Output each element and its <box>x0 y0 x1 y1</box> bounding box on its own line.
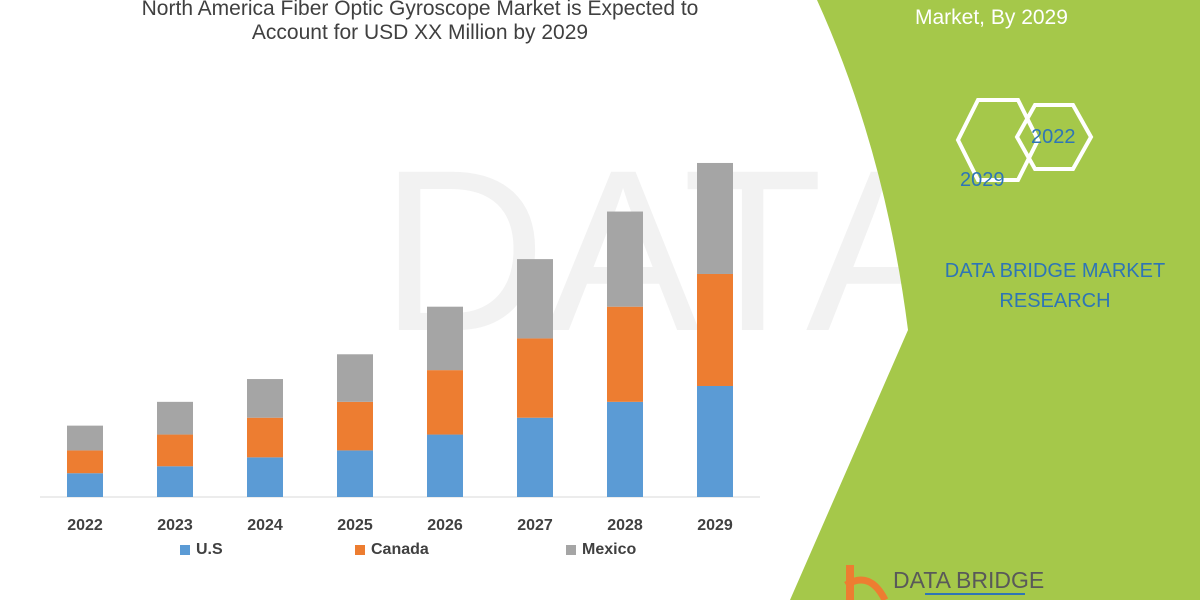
legend-item-canada: Canada <box>355 541 429 559</box>
hex-2022-label: 2022 <box>1031 126 1076 148</box>
logo-text: DATA BRIDGE <box>893 567 1045 593</box>
bar-canada-2029 <box>697 273 733 386</box>
bar-mexico-2026 <box>427 306 463 371</box>
bar-us-2022 <box>67 473 103 497</box>
bar-us-2027 <box>517 417 553 497</box>
green-side-panel <box>790 0 1200 600</box>
bar-canada-2024 <box>247 417 283 458</box>
bar-mexico-2024 <box>247 379 283 418</box>
bar-mexico-2028 <box>607 211 643 307</box>
bar-us-2025 <box>337 450 373 497</box>
bar-us-2024 <box>247 457 283 497</box>
bar-canada-2025 <box>337 401 373 451</box>
bar-canada-2022 <box>67 450 103 474</box>
brand-name: DATA BRIDGE MARKET RESEARCH <box>930 256 1180 316</box>
bar-mexico-2023 <box>157 401 193 435</box>
brand-line2: RESEARCH <box>999 290 1111 312</box>
x-tick-label: 2023 <box>157 517 193 534</box>
bar-canada-2023 <box>157 434 193 467</box>
legend-label: Mexico <box>582 541 637 558</box>
legend-swatch <box>355 545 365 555</box>
x-tick-label: 2025 <box>337 517 373 534</box>
bar-mexico-2027 <box>517 259 553 339</box>
legend-swatch <box>180 545 190 555</box>
bar-us-2023 <box>157 466 193 497</box>
brand-line1: DATA BRIDGE MARKET <box>944 260 1166 282</box>
hex-2029-label: 2029 <box>960 169 1005 191</box>
side-title-fragment: Market, By 2029 <box>915 6 1068 29</box>
hex-2029-shape <box>955 98 1041 182</box>
x-tick-label: 2026 <box>427 517 463 534</box>
legend-swatch <box>566 545 576 555</box>
bar-us-2029 <box>697 385 733 497</box>
legend-item-us: U.S <box>180 541 223 559</box>
chart-title-line1: North America Fiber Optic Gyroscope Mark… <box>141 0 699 20</box>
x-tick-label: 2024 <box>247 517 283 534</box>
bar-canada-2026 <box>427 370 463 435</box>
x-tick-label: 2029 <box>697 517 733 534</box>
bar-mexico-2029 <box>697 162 733 274</box>
x-tick-label: 2027 <box>517 517 553 534</box>
chart-title-line2: Account for USD XX Million by 2029 <box>251 21 589 44</box>
bar-mexico-2022 <box>67 425 103 451</box>
legend-label: U.S <box>196 541 223 558</box>
bar-mexico-2025 <box>337 354 373 402</box>
bar-us-2028 <box>607 401 643 497</box>
legend-label: Canada <box>371 541 429 558</box>
stacked-bar-chart: 2022 2023 2024 2025 2026 2027 2028 2029 <box>40 162 760 534</box>
bar-canada-2028 <box>607 306 643 402</box>
legend-item-mexico: Mexico <box>566 541 636 559</box>
bar-us-2026 <box>427 434 463 497</box>
logo-icon <box>844 565 1025 600</box>
bar-canada-2027 <box>517 338 553 418</box>
x-tick-label: 2028 <box>607 517 643 534</box>
hex-2022-shape <box>1014 103 1094 171</box>
x-tick-label: 2022 <box>67 517 103 534</box>
